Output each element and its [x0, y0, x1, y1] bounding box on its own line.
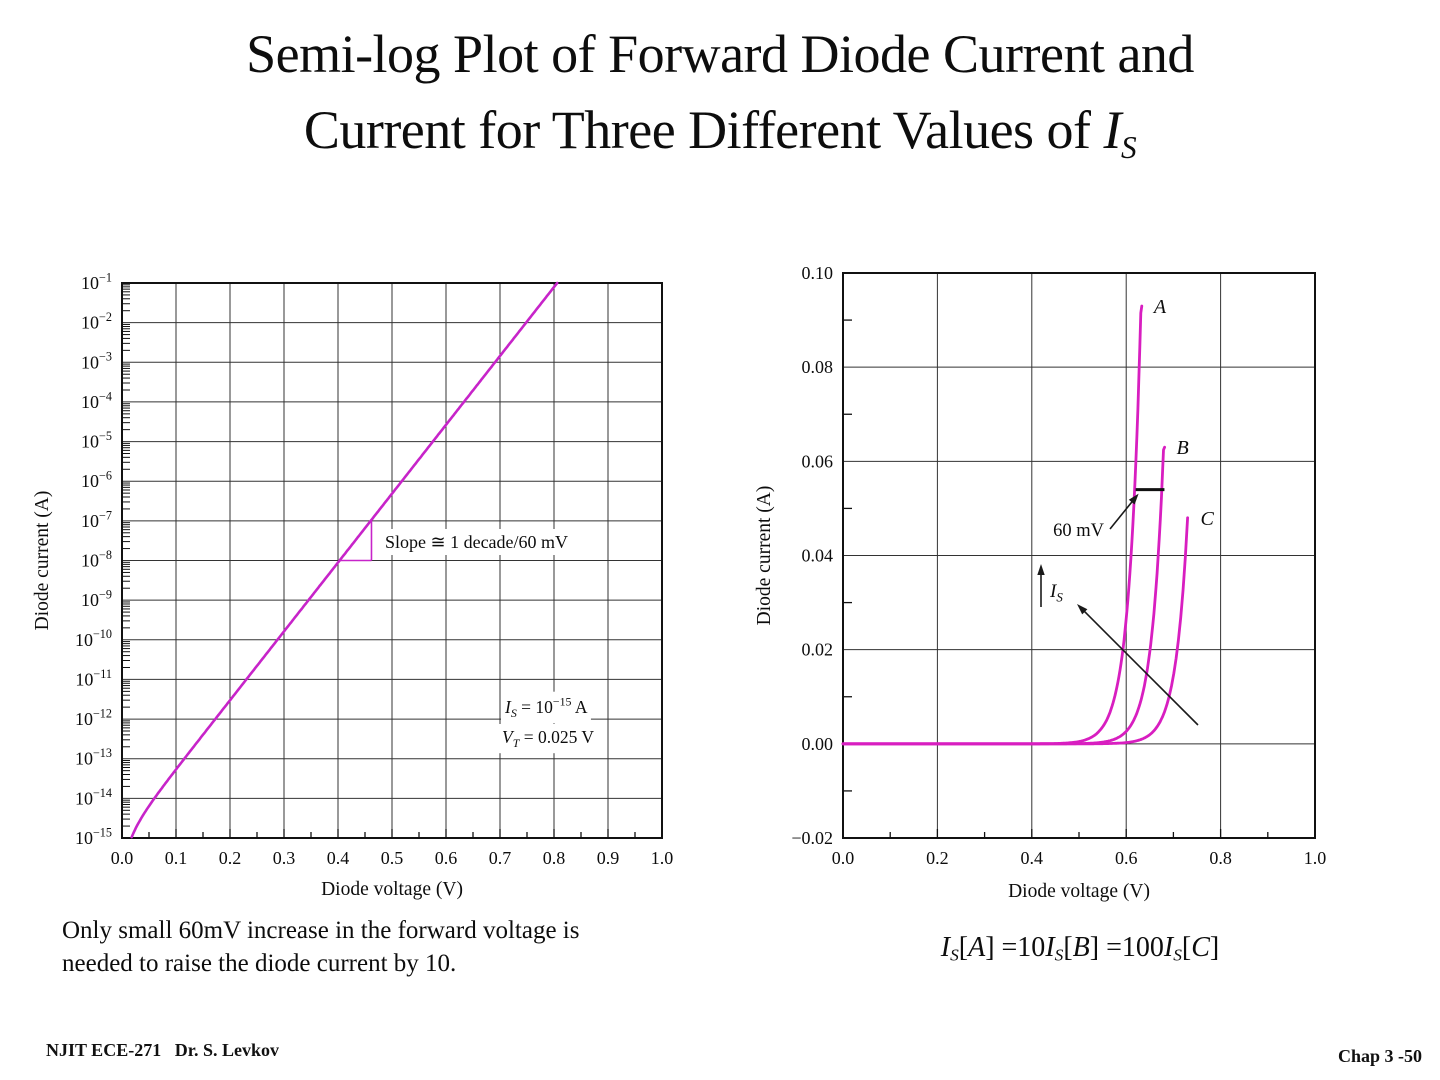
slide-title-line2-text: Current for Three Different Values of	[303, 100, 1104, 160]
y-tick-label: 10−14	[75, 786, 112, 809]
formula-token: [	[1063, 932, 1073, 963]
caption-note-line1: Only small 60mV increase in the forward …	[62, 917, 580, 944]
x-tick-label: 0.5	[381, 848, 404, 868]
sixty-mv-label: 60 mV	[1053, 521, 1105, 541]
linear-plot-area	[842, 272, 1316, 839]
x-tick-label: 1.0	[1304, 848, 1327, 868]
formula-token: S	[1054, 945, 1064, 965]
diode-curve-B	[841, 445, 1167, 746]
x-tick-label: 0.0	[832, 848, 855, 868]
x-axis-title: Diode voltage (V)	[321, 879, 463, 900]
x-tick-label: 0.4	[1021, 848, 1044, 868]
y-tick-label: 0.08	[802, 357, 834, 377]
formula-token: S	[1173, 945, 1182, 965]
footer-course-label: NJIT ECE-271 Dr. S. Levkov	[46, 1040, 280, 1060]
is-symbol: I	[1103, 100, 1122, 160]
y-tick-label: 10−4	[81, 389, 112, 412]
formula-token: ] =100	[1089, 932, 1164, 963]
diode-curve-C	[841, 516, 1190, 746]
x-tick-label: 0.2	[926, 848, 949, 868]
is-direction-label: IS	[1049, 581, 1063, 605]
diode-iv-curve	[130, 281, 559, 839]
y-tick-label: 0.00	[802, 734, 834, 754]
x-tick-label: 0.6	[435, 848, 458, 868]
x-tick-label: 0.3	[273, 848, 296, 868]
y-tick-label: 10−13	[75, 746, 112, 769]
is-symbol-subscript: S	[1121, 130, 1137, 166]
y-tick-label: 10−6	[81, 469, 112, 492]
formula-token: [	[1181, 932, 1192, 963]
formula-token: ] =10	[985, 932, 1046, 963]
y-tick-label: 10−12	[75, 706, 112, 729]
formula-token: A	[968, 932, 986, 963]
curve-label-A: A	[1152, 296, 1167, 318]
y-tick-label: 10−2	[81, 310, 112, 333]
y-tick-label: 10−7	[81, 508, 112, 531]
y-tick-label: 0.02	[802, 640, 834, 660]
formula-token: I	[940, 932, 951, 963]
y-tick-label: 10−5	[81, 429, 112, 452]
y-tick-label: −0.02	[791, 828, 833, 848]
y-tick-label: 10−11	[75, 667, 112, 690]
y-axis-title: Diode current (A)	[32, 491, 53, 631]
x-axis-title: Diode voltage (V)	[1008, 881, 1150, 902]
y-tick-label: 10−10	[75, 627, 112, 650]
formula-token: S	[950, 945, 959, 965]
thermal-voltage-annotation: VT = 0.025 V	[502, 727, 594, 750]
saturation-current-annotation: IS = 10−15 A	[504, 695, 588, 721]
slide-title-line1: Semi-log Plot of Forward Diode Current a…	[246, 24, 1194, 84]
caption-note: Only small 60mV increase in the forward …	[62, 914, 579, 980]
x-tick-label: 0.6	[1115, 848, 1138, 868]
y-tick-label: 0.04	[802, 546, 834, 566]
y-tick-label: 10−15	[75, 825, 112, 848]
linear-diode-chart: 0.10 0.08 0.06 0.04 0.02 0.00 −0.020.0 0.2 0.4 0.…	[754, 263, 1327, 902]
y-axis-title: Diode current (A)	[754, 486, 775, 626]
y-tick-label: 10−3	[81, 350, 112, 373]
x-tick-label: 0.8	[1209, 848, 1232, 868]
slope-annotation: Slope ≅ 1 decade/60 mV	[385, 532, 568, 552]
formula-token: [	[958, 932, 969, 963]
x-tick-label: 0.0	[111, 848, 134, 868]
y-tick-label: 10−8	[81, 548, 112, 571]
formula-token: C	[1191, 932, 1210, 963]
semilog-diode-chart: 10−1 10−2 10−3 10−4 10−5 10−6 10−7 10−8 10−9 10−1…	[32, 270, 674, 900]
x-tick-label: 0.1	[165, 848, 188, 868]
curve-label-C: C	[1201, 508, 1215, 530]
y-tick-label: 0.10	[802, 263, 834, 283]
y-tick-label: 0.06	[802, 451, 834, 471]
x-tick-label: 0.8	[543, 848, 566, 868]
formula-token: B	[1072, 932, 1090, 963]
x-tick-label: 0.7	[489, 848, 512, 868]
x-tick-label: 0.9	[597, 848, 620, 868]
x-tick-label: 1.0	[651, 848, 674, 868]
y-tick-label: 10−1	[81, 270, 112, 293]
formula-token: I	[1163, 932, 1174, 963]
x-tick-label: 0.4	[327, 848, 350, 868]
formula: IS[A] =10IS[B] =100IS[C]	[780, 932, 1380, 966]
slide-title: Semi-log Plot of Forward Diode Current a…	[0, 16, 1440, 186]
semilog-plot-area	[121, 282, 663, 839]
formula-token: I	[1045, 932, 1055, 963]
slide-title-line2: Current for Three Different Values of IS	[0, 92, 1440, 186]
caption-note-line2: needed to raise the diode current by 10.	[62, 950, 457, 977]
curve-label-B: B	[1176, 437, 1188, 459]
x-tick-label: 0.2	[219, 848, 242, 868]
formula-token: ]	[1209, 932, 1220, 963]
y-tick-label: 10−9	[81, 588, 112, 611]
footer-page-label: Chap 3 -50	[1337, 1046, 1422, 1066]
